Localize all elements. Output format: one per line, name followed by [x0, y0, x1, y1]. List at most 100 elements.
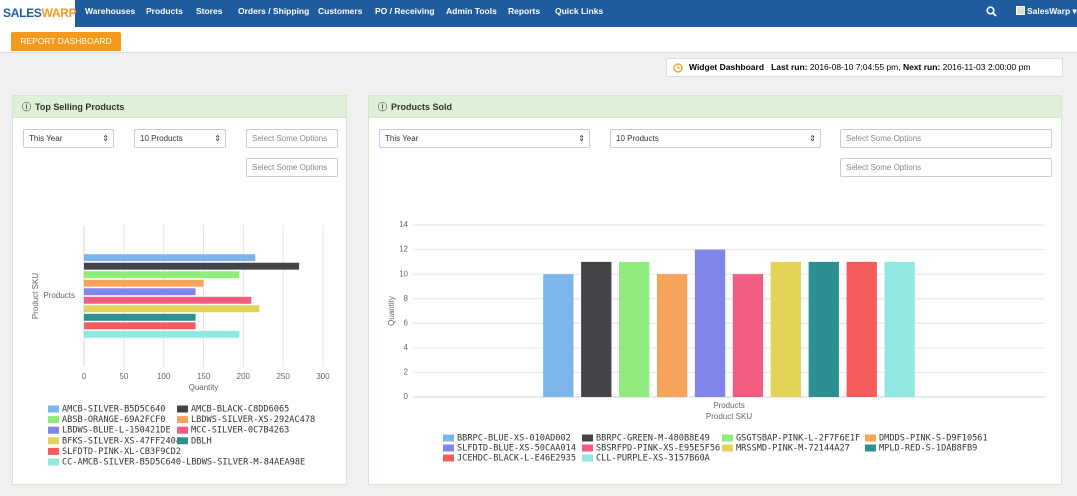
legend-swatch [865, 434, 876, 442]
y-tick-label: Products [43, 291, 75, 300]
bar [619, 261, 650, 397]
legend-label: BFKS-SILVER-XS-47FF2404 [62, 436, 181, 446]
legend-label: DBLH [191, 436, 212, 446]
x-axis-title: Quantity [189, 383, 219, 392]
legend-label: MPLD-RED-S-1DAB8FB9 [879, 444, 977, 454]
user-menu[interactable]: SalesWarp ▾ [1027, 6, 1077, 16]
report-tab[interactable]: REPORT DASHBOARD [11, 32, 121, 51]
search-icon[interactable] [986, 6, 997, 17]
last-run: 2016-08-10 7:04:55 pm, [809, 62, 901, 72]
x-tick-label: 100 [157, 372, 171, 381]
info-icon: ⓘ [378, 102, 388, 112]
caret: ⇕ [214, 134, 221, 143]
legend-label: LBDWS-SILVER-XS-292AC478 [191, 415, 315, 425]
legend-swatch [48, 437, 59, 445]
select-value: This Year [29, 134, 63, 143]
legend-swatch [48, 405, 59, 413]
filter-input[interactable]: Select Some Options [246, 129, 338, 148]
nav-item[interactable]: Quick Links [555, 6, 604, 16]
legend-label: BBRPC-GREEN-M-480B8E49 [596, 434, 710, 444]
legend-label: DMDDS-PINK-S-D9F10561 [879, 434, 988, 444]
logo-part: SALES [3, 6, 42, 20]
filter-input[interactable]: Select Some Options [840, 129, 1052, 148]
nav-item[interactable]: Customers [318, 6, 363, 16]
period-select[interactable]: This Year ⇕ [379, 129, 590, 148]
caret: ⇕ [578, 134, 585, 143]
x-tick-label: 200 [237, 372, 251, 381]
legend-swatch [582, 454, 593, 462]
bar [581, 261, 612, 397]
widget-label: Widget Dashboard [689, 62, 765, 72]
bar [884, 261, 915, 397]
nav-item[interactable]: Reports [508, 6, 541, 16]
legend-swatch [177, 405, 188, 413]
legend-swatch [443, 444, 454, 452]
legend-swatch [582, 434, 593, 442]
nav-item[interactable]: Orders / Shipping [238, 6, 310, 16]
legend-swatch [443, 434, 454, 442]
x-tick-label: 0 [82, 372, 87, 381]
y-axis-title: Quantity [387, 296, 396, 326]
nav-item[interactable]: PO / Receiving [375, 6, 435, 16]
panel-header: ⓘ Top Selling Products [13, 96, 346, 118]
logo-part: WARP [41, 6, 77, 20]
clock-icon [673, 63, 683, 73]
bar [694, 249, 726, 397]
bar [543, 274, 574, 397]
select-value: 10 Products [140, 134, 183, 143]
filter-input[interactable]: Select Some Options [246, 158, 338, 177]
nav-item[interactable]: Stores [196, 6, 223, 16]
count-select[interactable]: 10 Products ⇕ [134, 129, 226, 148]
legend-label: LBDWS-BLUE-L-150421DE [62, 426, 171, 436]
legend-swatch [48, 447, 59, 455]
legend-label: MCC-SILVER-0C7B4263 [191, 426, 289, 436]
last-label: Last run: [771, 62, 808, 72]
next-label: Next run: [902, 62, 941, 72]
bar [84, 262, 300, 270]
bar [84, 330, 240, 338]
y-tick-label: 8 [404, 294, 409, 303]
logo[interactable]: SALESWARP [0, 0, 77, 27]
legend-label: SLFDTD-PINK-XL-CB3F9CD2 [62, 447, 181, 457]
legend-swatch [177, 416, 188, 424]
nav-item[interactable]: Warehouses [85, 6, 136, 16]
x-axis-title: Product SKU [706, 412, 752, 421]
legend-label: SBSRFPD-PINK-XS-E95E5F56 [596, 444, 720, 454]
chart: 0 2 4 6 8 10 12 14 Products Product SKU Quantity BB… [387, 220, 1045, 464]
legend-swatch [48, 416, 59, 424]
nav-item[interactable]: Admin Tools [446, 6, 497, 16]
chart: 0 50 100 150 200 250 300 Products Quantity Produc… [31, 225, 330, 468]
legend-label: JCEHDC-BLACK-L-E46E2935 [457, 454, 576, 464]
y-tick-label: 12 [399, 245, 408, 254]
y-tick-label: 2 [404, 368, 409, 377]
bar [732, 274, 764, 397]
x-tick-label: 300 [316, 372, 330, 381]
info-icon: ⓘ [22, 102, 32, 112]
bar [656, 274, 688, 397]
caret: ⇕ [102, 134, 109, 143]
bar [846, 261, 877, 397]
period-select[interactable]: This Year ⇕ [23, 129, 114, 148]
select-value: This Year [385, 134, 419, 143]
legend-swatch [722, 434, 733, 442]
x-tick-label: 150 [197, 372, 211, 381]
legend-swatch [582, 444, 593, 452]
bar [84, 322, 196, 330]
x-tick-label: 50 [119, 372, 128, 381]
count-select[interactable]: 10 Products ⇕ [610, 129, 821, 148]
caret: ⇕ [809, 134, 816, 143]
legend-label: CLL-PURPLE-XS-3157B60A [596, 454, 711, 464]
y-tick-label: 6 [404, 318, 409, 327]
legend-label: GSGTSBAP-PINK-L-2F7F6E1F [736, 434, 860, 444]
nav-item[interactable]: Products [146, 6, 183, 16]
x-tick-label: Products [713, 401, 745, 410]
legend-swatch [865, 444, 876, 452]
bar [84, 313, 196, 321]
legend-swatch [177, 426, 188, 434]
legend-label: BBRPC-BLUE-XS-010AD002 [457, 434, 571, 444]
y-tick-label: 10 [399, 269, 408, 278]
filter-input[interactable]: Select Some Options [840, 158, 1052, 177]
x-tick-label: 250 [276, 372, 290, 381]
legend-swatch [722, 444, 733, 452]
